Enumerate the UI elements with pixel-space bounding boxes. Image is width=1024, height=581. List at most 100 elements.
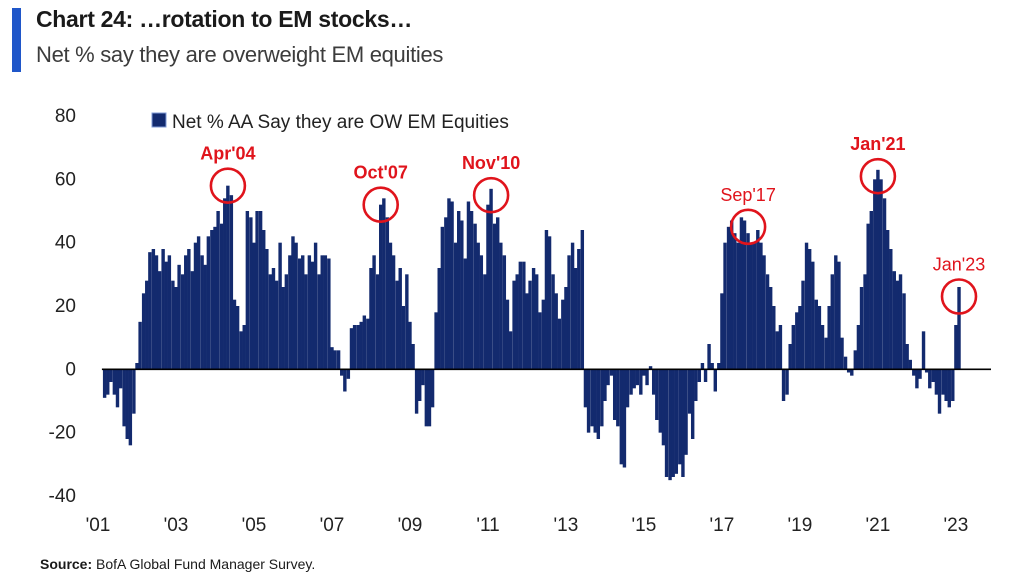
x-tick-label: '11 (476, 515, 499, 536)
bar (265, 249, 269, 370)
bar (112, 369, 117, 395)
source-label: Source: (40, 556, 93, 572)
bar (606, 369, 610, 386)
bar (554, 293, 558, 370)
bar (242, 325, 246, 370)
bar (573, 268, 578, 370)
bar (577, 249, 581, 370)
bar (612, 369, 617, 420)
bar (580, 230, 585, 370)
bar (440, 226, 445, 370)
bar (541, 299, 546, 370)
bar (863, 274, 867, 370)
bar (739, 217, 744, 370)
legend-label: Net % AA Say they are OW EM Equities (172, 112, 509, 133)
bar (729, 220, 734, 370)
bar (414, 369, 419, 414)
bar (216, 211, 220, 370)
bar (768, 287, 773, 370)
bar (593, 369, 597, 433)
bar (912, 369, 916, 376)
bar (408, 321, 412, 370)
bar (203, 264, 207, 370)
bar (619, 369, 624, 465)
bar (151, 249, 156, 370)
bar (781, 369, 786, 401)
bar-series (102, 169, 961, 481)
bar (736, 242, 741, 370)
bar (106, 369, 110, 395)
bar (879, 179, 883, 370)
bar (483, 274, 487, 370)
bar (804, 242, 809, 370)
bar (372, 255, 376, 370)
bar (232, 299, 237, 370)
bar (928, 369, 932, 389)
bar (184, 255, 188, 370)
bar (635, 369, 640, 386)
bar (651, 369, 656, 395)
annotation-label: Nov'10 (462, 153, 520, 173)
annotation-label: Oct'07 (354, 163, 408, 183)
bar (629, 369, 633, 395)
bar (820, 325, 825, 370)
bar (226, 185, 230, 370)
bar (333, 350, 337, 370)
bar (288, 255, 292, 370)
bar (310, 261, 315, 370)
bar (567, 255, 571, 370)
bar (457, 211, 461, 370)
bar (895, 280, 900, 370)
bar (444, 217, 448, 370)
peak-annotations: Apr'04 Oct'07 Nov'10 Sep'17 Jan'21 Jan'23 (200, 134, 985, 315)
bar (164, 261, 168, 370)
bar (902, 293, 906, 370)
bar (340, 369, 344, 376)
bar (508, 331, 513, 370)
bar (898, 274, 903, 370)
bar (648, 366, 653, 370)
bar (690, 369, 695, 439)
bar (430, 369, 435, 408)
bar (710, 363, 714, 370)
bar (268, 274, 273, 370)
highlight-circle (859, 157, 897, 195)
bar (756, 230, 760, 370)
bar (154, 255, 159, 370)
bar (840, 337, 844, 370)
bar (177, 264, 181, 370)
bar (330, 347, 334, 370)
bar (697, 369, 702, 382)
bar (323, 255, 328, 370)
y-axis-ticks: -40 -20 0 20 40 60 80 (49, 106, 76, 507)
bar (213, 226, 217, 370)
bar (830, 274, 834, 370)
bar (561, 299, 565, 370)
bar (180, 274, 185, 370)
bar (788, 344, 792, 370)
y-tick-label: -20 (49, 423, 76, 444)
bar (515, 274, 519, 370)
bar (944, 369, 948, 401)
bar (281, 287, 285, 370)
y-tick-label: 80 (55, 106, 76, 127)
bar (145, 280, 149, 370)
bar (785, 369, 789, 395)
bar (622, 369, 627, 468)
bar (469, 211, 474, 370)
bar (843, 356, 848, 370)
bar (937, 369, 942, 414)
bar (313, 242, 318, 370)
bar (388, 242, 393, 370)
bar (336, 350, 341, 370)
bar (817, 306, 822, 370)
bar (359, 321, 363, 370)
bar (664, 369, 669, 477)
bar (157, 271, 162, 370)
bar (534, 274, 539, 370)
bar (885, 230, 890, 370)
bar (658, 369, 663, 433)
bar (859, 287, 864, 370)
bar (775, 331, 780, 370)
legend: Net % AA Say they are OW EM Equities (151, 112, 509, 133)
